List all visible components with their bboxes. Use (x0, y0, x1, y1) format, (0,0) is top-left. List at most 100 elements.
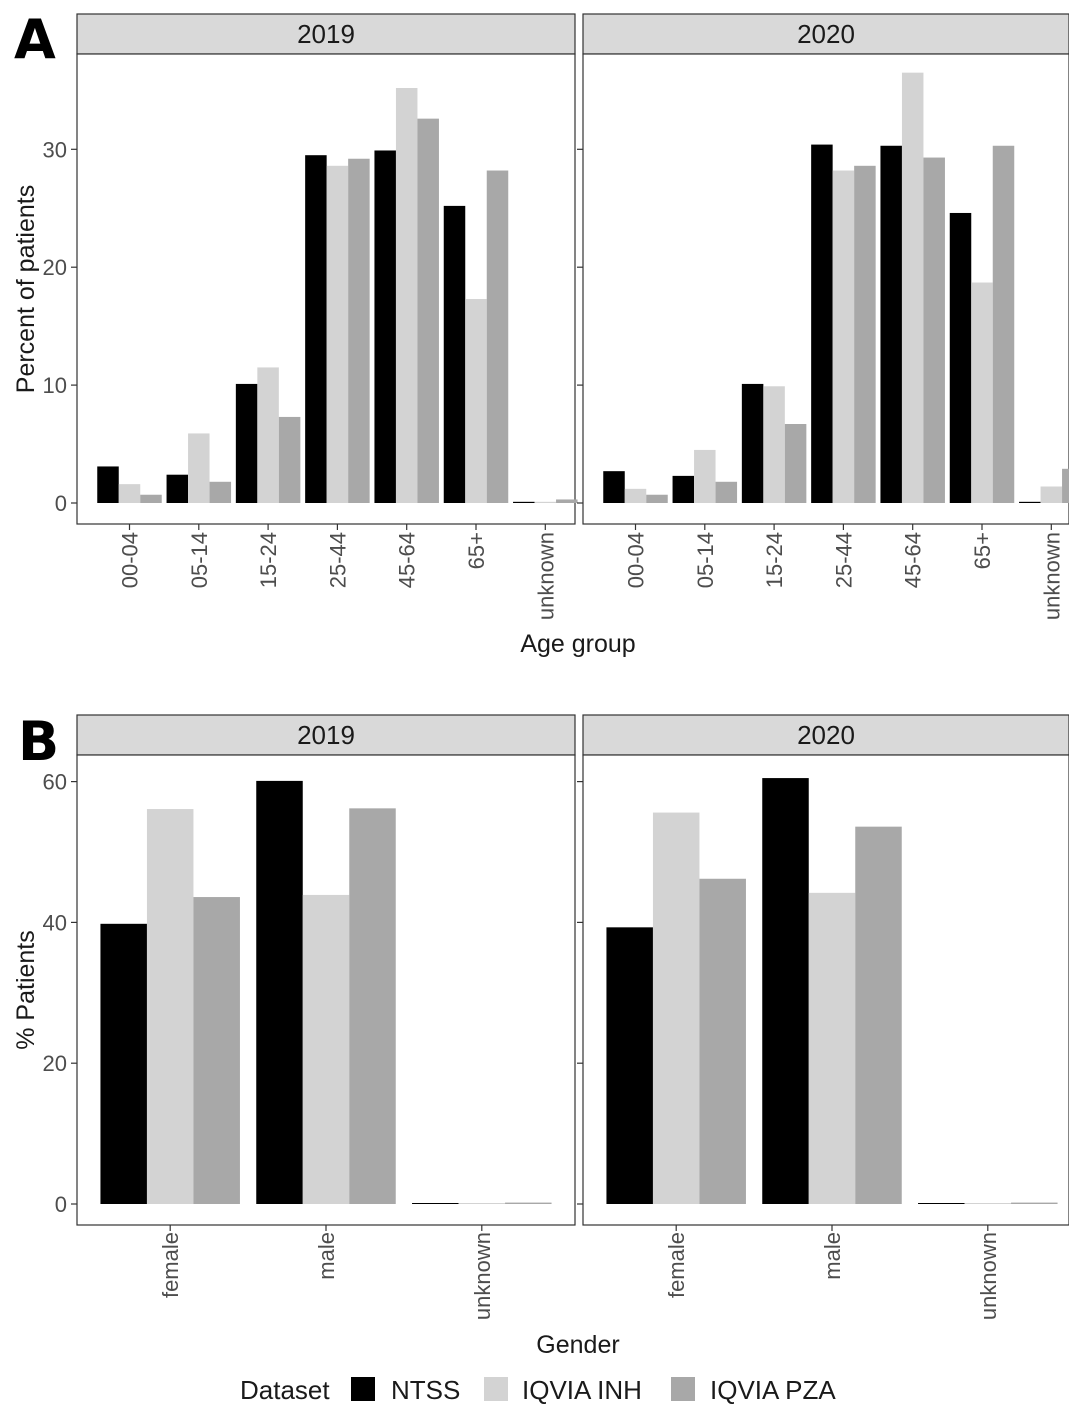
panel-a-facet-2019-x-tick-label-05-14: 05-14 (187, 532, 212, 588)
panel-a-facet-2020-bar-ntss-00-04 (603, 471, 625, 503)
panel-a-facet-2020-bar-ntss-15-24 (741, 383, 764, 503)
panel-a-facet-2019-bar-iqvia-pza-05-14 (209, 481, 232, 503)
panel-b-facet-2020-strip (582, 714, 1069, 756)
panel-a-facet-2020-x-tick-label-25-44: 25-44 (831, 532, 856, 588)
panel-a-facet-2020-x-tick-label-45-64: 45-64 (901, 532, 926, 588)
panel-a-facet-2020: 2020 00-04 05-14 15-24 25-44 45-64 65+ unknown (577, 13, 1069, 620)
panel-b-facet-2020-bar-ntss-unknown (918, 1203, 965, 1204)
panel-a-facet-2019-bar-ntss-25-44 (305, 155, 327, 503)
panel-b-facet-2019-bar-ntss-male (256, 780, 303, 1204)
panel-b-facet-2020-strip-label: 2020 (797, 720, 855, 750)
panel-b-facet-2019: 2019 female male unknown 0 20 40 60 (43, 714, 576, 1320)
legend: Dataset NTSS IQVIA INH IQVIA PZA (240, 1375, 836, 1404)
panel-b-facet-2019-x-tick-label-female: female (158, 1232, 183, 1298)
panel-b-facet-2019-bar-ntss-female (100, 923, 147, 1204)
panel-a-facet-2020-bar-ntss-25-44 (811, 144, 833, 504)
panel-a-facet-2019-strip (76, 13, 576, 55)
panel-b-facet-2020-bar-iqvia-inh-male (808, 892, 856, 1204)
panel-a-facet-2020-bar-iqvia-inh-65 (971, 282, 993, 503)
panel-a-facet-2019-bar-iqvia-pza-unknown (556, 499, 578, 503)
panel-a-facet-2020-bar-iqvia-pza-05-14 (715, 481, 738, 503)
panel-a-facet-2020-bar-iqvia-inh-00-04 (624, 488, 647, 503)
legend-key-iqvia-pza (671, 1377, 695, 1401)
panel-a-facet-2020-bar-ntss-05-14 (672, 475, 695, 503)
panel-a-facet-2019-x-tick-label-00-04: 00-04 (118, 532, 143, 588)
panel-a-facet-2019-bar-ntss-65 (443, 205, 466, 503)
panel-a-facet-2020-bar-iqvia-pza-00-04 (646, 494, 668, 503)
panel-a-facet-2019-bar-iqvia-pza-15-24 (278, 416, 301, 503)
panel-a-facet-2019-bar-iqvia-pza-45-64 (417, 118, 439, 504)
panel-b-facet-2019-y-tick-label-20: 20 (43, 1051, 67, 1076)
panel-a-facet-2019-bar-iqvia-inh-00-04 (118, 484, 141, 503)
panel-a-facet-2019-bar-iqvia-inh-25-44 (326, 165, 349, 503)
panel-letter-b: B (18, 710, 59, 773)
panel-a-y-axis-title: Percent of patients (12, 185, 40, 393)
panel-a-facet-2019-bar-ntss-00-04 (97, 466, 119, 503)
legend-key-iqvia-inh (484, 1377, 508, 1401)
panel-a-facet-2019-bar-iqvia-pza-65 (486, 170, 509, 503)
panel-a-facet-2019-y-tick-label-10: 10 (43, 373, 67, 398)
panel-letter-a: A (14, 8, 56, 71)
panel-b-facet-2019-bar-iqvia-inh-female (146, 809, 194, 1204)
panel-b-facet-2019-x-tick-label-unknown: unknown (470, 1232, 495, 1320)
panel-a-facet-2020-x-tick-label-05-14: 05-14 (693, 532, 718, 588)
panel-b-facet-2020-bar-iqvia-pza-male (855, 826, 902, 1204)
panel-b-facet-2019-bar-ntss-unknown (412, 1203, 459, 1204)
panel-b-facet-2020-x-tick-label-male: male (820, 1232, 845, 1280)
panel-a-facet-2020-bar-iqvia-inh-unknown (1040, 486, 1063, 503)
panel-a-facet-2019-x-tick-label-65: 65+ (464, 532, 489, 569)
panel-a-facet-2019-bar-iqvia-pza-00-04 (140, 494, 162, 503)
panel-a-facet-2019-x-tick-label-45-64: 45-64 (395, 532, 420, 588)
panel-b-facet-2019-bar-iqvia-inh-unknown (458, 1203, 506, 1204)
panel-a-facet-2020-bar-iqvia-inh-15-24 (763, 386, 785, 503)
panel-b-facet-2020-x-tick-label-unknown: unknown (976, 1232, 1001, 1320)
panel-a-facet-2020-bar-ntss-45-64 (880, 145, 902, 503)
panel-b-facet-2020-bar-iqvia-pza-unknown (1011, 1202, 1058, 1204)
panel-a-facet-2019-bar-iqvia-inh-unknown (534, 501, 557, 503)
panel-a-facet-2019-x-tick-label-25-44: 25-44 (325, 532, 350, 588)
panel-a-facet-2019-y-tick-label-20: 20 (43, 255, 67, 280)
panel-a-x-axis-title: Age group (520, 630, 635, 658)
panel-a-facet-2020-x-tick-label-00-04: 00-04 (624, 532, 649, 588)
panel-b-facet-2020: 2020 female male unknown (577, 714, 1069, 1320)
panel-b-facet-2019-y-tick-label-40: 40 (43, 910, 67, 935)
panel-a-facet-2020-bar-iqvia-inh-05-14 (694, 449, 716, 503)
panel-a-facet-2019-bar-iqvia-inh-65 (465, 299, 487, 503)
panel-a-facet-2019: 2019 00-04 05-14 15-24 25-44 45-64 65+ unknown 0… (43, 13, 578, 620)
panel-b-facet-2019-strip-label: 2019 (297, 720, 355, 750)
panel-a-facet-2019-strip-label: 2019 (297, 19, 355, 49)
panel-a-facet-2019-bar-iqvia-inh-15-24 (257, 367, 279, 503)
panel-a-facet-2019-y-tick-label-0: 0 (55, 491, 67, 516)
panel-a-facet-2019-x-tick-label-unknown: unknown (533, 532, 558, 620)
panel-b-facet-2019-y-tick-label-0: 0 (55, 1192, 67, 1217)
panel-a-facet-2020-bar-iqvia-pza-45-64 (923, 157, 945, 504)
panel-b-facet-2019-bar-iqvia-pza-male (349, 808, 396, 1204)
panel-b-facet-2020-bar-iqvia-pza-female (699, 878, 746, 1204)
legend-key-ntss (351, 1377, 375, 1401)
panel-b-facet-2019-bar-iqvia-pza-female (193, 897, 240, 1204)
panel-a-facet-2019-bar-ntss-15-24 (235, 383, 258, 503)
panel-a-facet-2020-bar-ntss-65 (949, 212, 972, 503)
panel-a-facet-2019-bar-iqvia-inh-05-14 (188, 433, 210, 503)
legend-label-iqvia-inh: IQVIA INH (522, 1375, 642, 1404)
panel-a-facet-2019-x-tick-label-15-24: 15-24 (256, 532, 281, 588)
panel-a-facet-2019-bar-iqvia-inh-45-64 (395, 87, 418, 503)
panel-a-facet-2020-strip-label: 2020 (797, 19, 855, 49)
panel-a-facet-2020-bar-iqvia-inh-45-64 (901, 72, 924, 503)
panel-b-x-axis-title: Gender (536, 1331, 619, 1359)
panel-a-facet-2019-bar-ntss-45-64 (374, 150, 396, 503)
panel-a-facet-2020-bar-iqvia-pza-65 (992, 145, 1015, 503)
panel-a-facet-2019-y-tick-label-30: 30 (43, 137, 67, 162)
panel-a-facet-2020-bar-iqvia-pza-unknown (1062, 468, 1069, 503)
panel-b-facet-2019-strip (76, 714, 576, 756)
panel-a-facet-2020-bar-iqvia-pza-15-24 (784, 424, 807, 503)
panel-a-facet-2020-bar-iqvia-inh-25-44 (832, 170, 855, 503)
panel-a-facet-2020-x-tick-label-65: 65+ (970, 532, 995, 569)
panel-a-facet-2020-bar-ntss-unknown (1019, 501, 1041, 503)
panel-b-facet-2020-x-tick-label-female: female (664, 1232, 689, 1298)
panel-a-facet-2019-bar-ntss-05-14 (166, 474, 189, 503)
panel-b-facet-2019-y-tick-label-60: 60 (43, 770, 67, 795)
panel-a-facet-2020-x-tick-label-15-24: 15-24 (762, 532, 787, 588)
legend-label-iqvia-pza: IQVIA PZA (710, 1375, 836, 1404)
